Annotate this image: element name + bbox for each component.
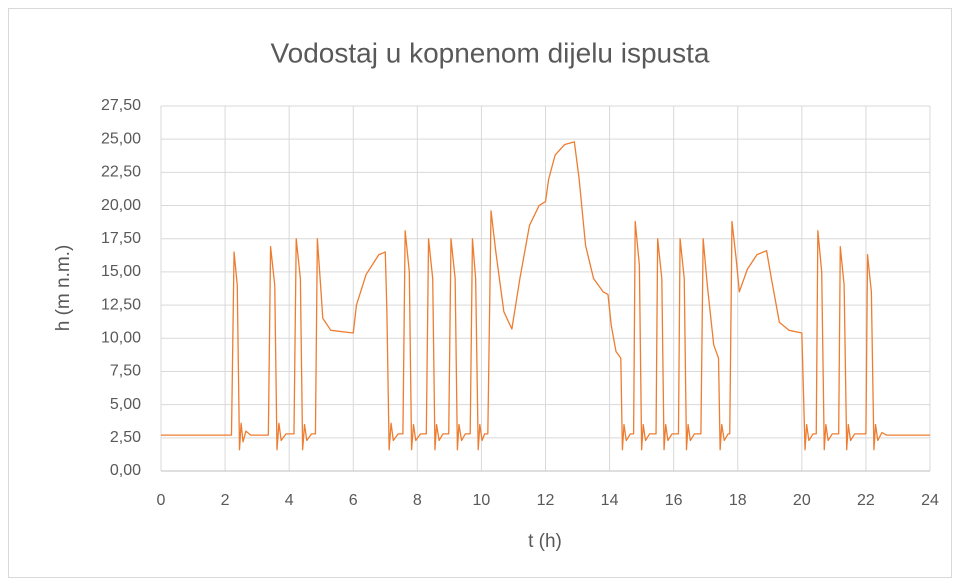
y-tick-label: 10,00	[101, 329, 141, 346]
y-tick-label: 0,00	[110, 462, 141, 479]
x-tick-label: 4	[285, 492, 294, 509]
x-tick-label: 2	[221, 492, 230, 509]
x-tick-label: 24	[921, 492, 939, 509]
x-tick-label: 8	[413, 492, 422, 509]
x-tick-label: 20	[793, 492, 811, 509]
chart-border	[8, 8, 952, 578]
y-tick-label: 17,50	[101, 230, 141, 247]
y-tick-label: 15,00	[101, 263, 141, 280]
x-tick-label: 12	[537, 492, 555, 509]
x-tick-label: 22	[857, 492, 875, 509]
y-axis-label: h (m n.m.)	[53, 245, 74, 332]
x-tick-label: 6	[349, 492, 358, 509]
x-axis-label: t (h)	[528, 531, 562, 552]
x-tick-label: 10	[473, 492, 491, 509]
data-line	[161, 141, 930, 451]
y-tick-label: 7,50	[110, 363, 141, 380]
y-tick-label: 25,00	[101, 130, 141, 147]
y-tick-label: 27,50	[101, 97, 141, 114]
chart-title: Vodostaj u kopnenom dijelu ispusta	[271, 37, 710, 68]
y-tick-label: 2,50	[110, 429, 141, 446]
x-tick-label: 16	[665, 492, 683, 509]
y-tick-label: 5,00	[110, 396, 141, 413]
y-tick-label: 12,50	[101, 296, 141, 313]
y-tick-label: 20,00	[101, 197, 141, 214]
x-tick-label: 0	[157, 492, 166, 509]
y-tick-label: 22,50	[101, 164, 141, 181]
x-tick-label: 14	[601, 492, 619, 509]
x-tick-label: 18	[729, 492, 747, 509]
